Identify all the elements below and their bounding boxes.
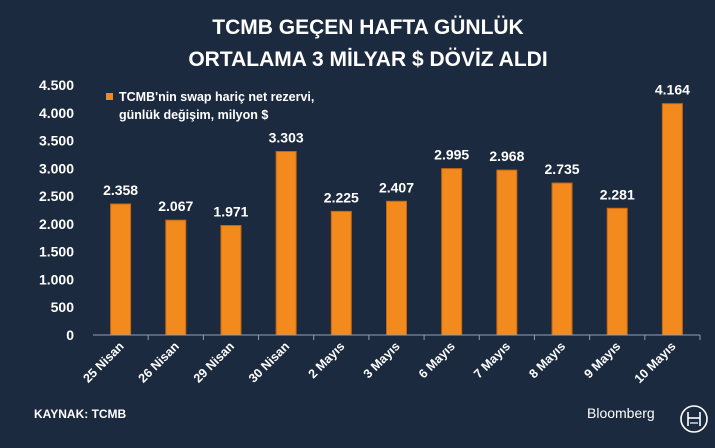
- bar: [551, 182, 573, 336]
- y-axis: 0 500 1.000 1.500 2.000 2.500 3.000 3.500 4.000 4…: [39, 77, 74, 343]
- x-tick-label: 10 Mayıs: [632, 339, 679, 386]
- bar: [110, 203, 132, 336]
- bar: [386, 200, 407, 336]
- source-note: KAYNAK: TCMB: [34, 407, 127, 421]
- bar: [661, 103, 683, 336]
- legend: TCMB'nin swap hariç net rezervi, günlük …: [106, 90, 314, 122]
- bars: 2.358 2.067 1.971 3.303 2.225 2.407 2.995 2.968…: [103, 82, 690, 336]
- y-tick-label: 0: [66, 327, 74, 343]
- x-tick-label: 8 Mayıs: [526, 339, 568, 381]
- bar: [496, 169, 518, 336]
- data-label: 3.303: [269, 130, 304, 146]
- data-label: 2.225: [324, 189, 359, 205]
- y-tick-label: 2.500: [39, 188, 74, 204]
- x-tick-label: 30 Nisan: [246, 339, 292, 385]
- x-tick-label: 7 Mayıs: [471, 339, 513, 381]
- y-tick-label: 4.500: [39, 77, 74, 93]
- y-tick-label: 4.000: [39, 105, 74, 121]
- bloomberg-logo-text: Bloomberg: [587, 405, 655, 421]
- data-label: 2.407: [379, 179, 414, 195]
- x-tick-label: 6 Mayıs: [416, 339, 458, 381]
- chart-title-line2: ORTALAMA 3 MİLYAR $ DÖVİZ ALDI: [188, 48, 547, 71]
- y-tick-label: 1.500: [39, 244, 74, 260]
- legend-line1: TCMB'nin swap hariç net rezervi,: [119, 90, 314, 104]
- x-axis: 25 Nisan 26 Nisan 29 Nisan 30 Nisan 2 Mayıs 3…: [80, 334, 701, 386]
- data-label: 2.358: [103, 182, 138, 198]
- y-tick-label: 1.000: [39, 271, 74, 287]
- data-label: 2.995: [434, 147, 469, 163]
- legend-line2: günlük değişim, milyon $: [119, 108, 268, 122]
- bar: [165, 219, 187, 336]
- ht-logo-icon: [680, 405, 708, 433]
- x-tick-label: 29 Nisan: [191, 339, 237, 385]
- legend-swatch: [106, 93, 113, 100]
- x-tick-label: 9 Mayıs: [582, 339, 624, 381]
- data-label: 2.067: [158, 198, 193, 214]
- bar: [220, 225, 242, 336]
- y-tick-label: 3.000: [39, 160, 74, 176]
- data-label: 4.164: [655, 82, 690, 98]
- y-tick-label: 500: [51, 299, 75, 315]
- data-label: 2.281: [600, 186, 635, 202]
- x-tick-label: 3 Mayıs: [361, 339, 403, 381]
- y-tick-label: 3.500: [39, 133, 74, 149]
- data-label: 1.971: [213, 204, 248, 220]
- bar: [275, 151, 297, 336]
- y-tick-label: 2.000: [39, 216, 74, 232]
- data-label: 2.968: [489, 148, 524, 164]
- bar: [606, 207, 628, 336]
- x-tick-label: 26 Nisan: [136, 339, 182, 385]
- bar: [441, 168, 463, 336]
- chart-title-line1: TCMB GEÇEN HAFTA GÜNLÜK: [212, 16, 523, 39]
- bar: [330, 210, 352, 336]
- x-tick-label: 2 Mayıs: [306, 339, 348, 381]
- data-label: 2.735: [545, 161, 580, 177]
- x-tick-label: 25 Nisan: [80, 339, 126, 385]
